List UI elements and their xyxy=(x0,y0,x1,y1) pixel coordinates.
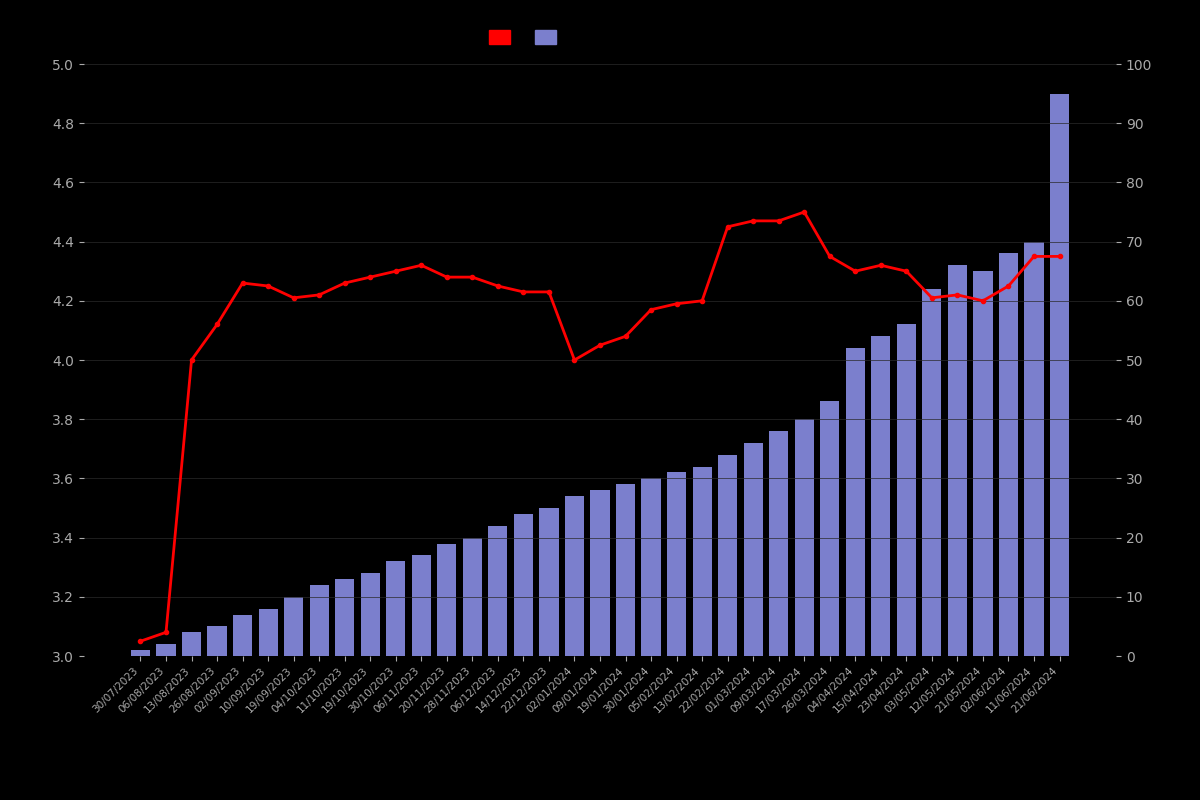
Bar xyxy=(488,526,508,656)
Bar xyxy=(386,562,406,656)
Bar xyxy=(310,585,329,656)
Bar xyxy=(182,632,202,656)
Bar xyxy=(744,443,763,656)
Bar xyxy=(871,336,890,656)
Bar xyxy=(769,431,788,656)
Bar xyxy=(156,644,175,656)
Bar xyxy=(539,508,558,656)
Bar xyxy=(208,626,227,656)
Bar xyxy=(258,609,277,656)
Legend: , : , xyxy=(488,30,566,44)
Bar xyxy=(1025,242,1044,656)
Bar xyxy=(667,473,686,656)
Bar xyxy=(412,555,431,656)
Bar xyxy=(794,419,814,656)
Bar xyxy=(923,289,942,656)
Bar xyxy=(718,454,737,656)
Bar xyxy=(642,478,661,656)
Bar xyxy=(820,402,839,656)
Bar xyxy=(514,514,533,656)
Bar xyxy=(896,325,916,656)
Bar xyxy=(616,484,635,656)
Bar xyxy=(948,266,967,656)
Bar xyxy=(846,348,865,656)
Bar xyxy=(335,579,354,656)
Bar xyxy=(284,597,304,656)
Bar xyxy=(233,614,252,656)
Bar xyxy=(590,490,610,656)
Bar xyxy=(437,543,456,656)
Bar xyxy=(692,466,712,656)
Bar xyxy=(463,538,482,656)
Bar xyxy=(565,496,584,656)
Bar xyxy=(131,650,150,656)
Bar xyxy=(973,271,992,656)
Bar xyxy=(998,254,1018,656)
Bar xyxy=(361,573,380,656)
Bar xyxy=(1050,94,1069,656)
